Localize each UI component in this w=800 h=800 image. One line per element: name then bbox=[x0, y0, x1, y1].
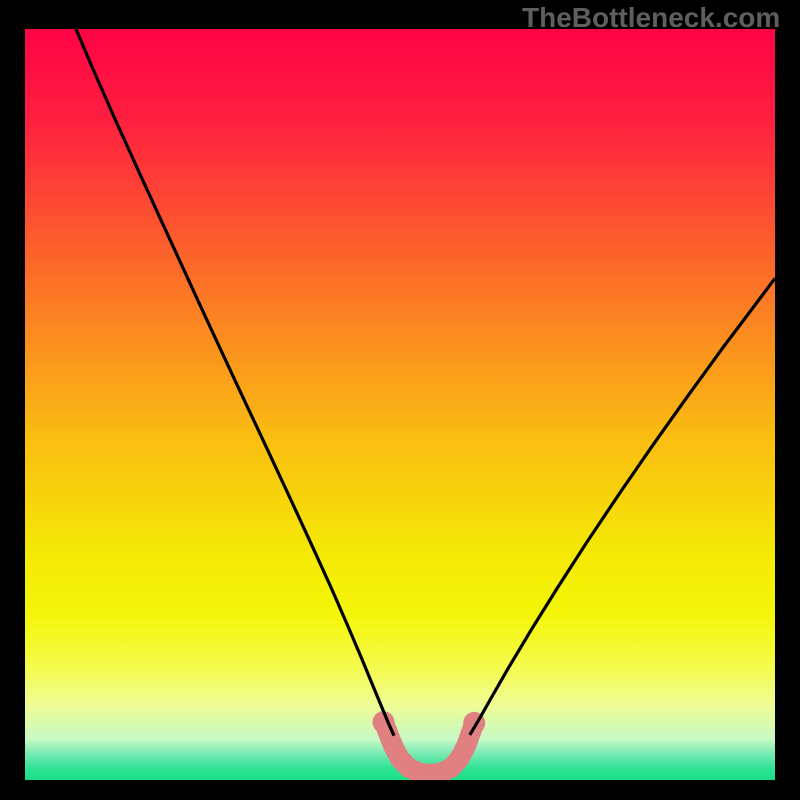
plot-area bbox=[25, 29, 775, 780]
curve-left bbox=[76, 29, 394, 736]
watermark-text: TheBottleneck.com bbox=[522, 2, 780, 34]
curve-right bbox=[470, 278, 775, 735]
plot-overlay-svg bbox=[25, 29, 775, 780]
bottleneck-highlight bbox=[385, 725, 473, 774]
chart-stage: TheBottleneck.com bbox=[0, 0, 800, 800]
